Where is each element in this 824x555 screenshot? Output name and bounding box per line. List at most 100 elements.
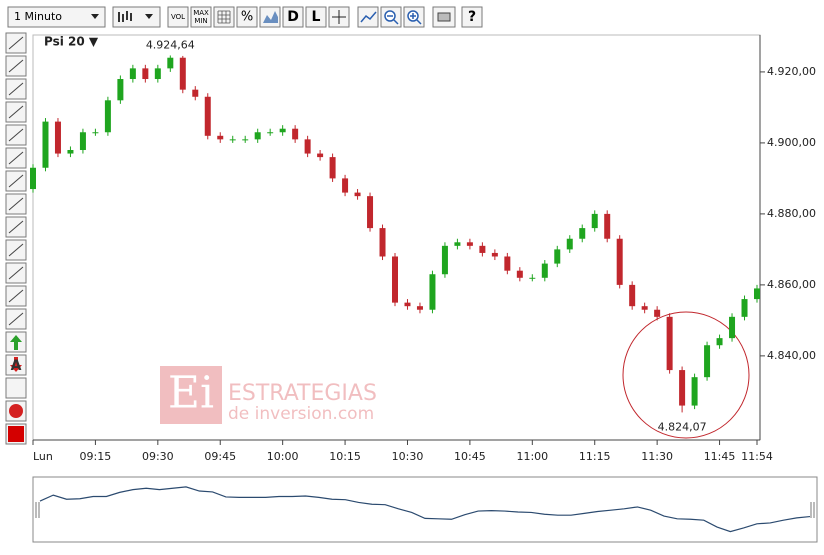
- candle-body: [566, 238, 573, 250]
- instrument-label: Psi 20 ▼: [44, 35, 99, 49]
- candle: [54, 118, 61, 158]
- candle-body: [92, 132, 99, 134]
- button-label: VOL: [171, 13, 185, 21]
- candle-body: [754, 288, 760, 300]
- candle: [367, 192, 374, 232]
- candle-body: [204, 96, 211, 136]
- vol-button[interactable]: [167, 6, 189, 28]
- watermark-site: de inversion.com: [228, 404, 374, 424]
- candle-body: [267, 132, 274, 134]
- candle-body: [192, 89, 199, 97]
- x-tick-label: 11:15: [579, 450, 611, 463]
- help-button[interactable]: [461, 6, 483, 28]
- tool-button[interactable]: [5, 377, 27, 399]
- plot-frame: [32, 34, 761, 441]
- candle-body: [404, 302, 411, 307]
- candle: [254, 128, 261, 143]
- candle-body: [741, 299, 748, 317]
- candle: [679, 366, 686, 413]
- candle-body: [354, 192, 361, 197]
- zoom-icon: [360, 11, 377, 23]
- tool-icon: [8, 266, 24, 280]
- candle-body: [104, 100, 111, 133]
- candle: [729, 313, 736, 342]
- candle-body: [629, 284, 636, 307]
- maxmin-button[interactable]: [190, 6, 212, 28]
- candle-body: [454, 242, 461, 246]
- navigator-handles: [35, 502, 815, 518]
- grid-icon: [217, 10, 231, 24]
- candle-body: [317, 153, 324, 158]
- candle: [716, 334, 723, 349]
- print-icon: [437, 12, 451, 22]
- watermark-brand: ESTRATEGIAS: [228, 381, 377, 406]
- chart-type-select[interactable]: [112, 6, 161, 28]
- candle: [179, 55, 186, 94]
- interval-label: 1 Minuto: [14, 10, 62, 23]
- tool-icon: [8, 426, 24, 442]
- candle-body: [416, 306, 423, 310]
- y-tick-label: 4.900,00: [767, 136, 816, 149]
- daily-button[interactable]: [282, 6, 304, 28]
- candle-body: [254, 132, 261, 140]
- x-tick-label: 11:30: [641, 450, 673, 463]
- tool-icon: [8, 105, 24, 119]
- candle: [229, 135, 236, 143]
- candle: [429, 270, 436, 314]
- interval-select[interactable]: [7, 6, 106, 28]
- y-tick-label: 4.880,00: [767, 207, 816, 220]
- candle: [342, 174, 349, 197]
- candle: [379, 224, 386, 261]
- button-label: D: [287, 9, 299, 25]
- extreme-label: 4.924,64: [146, 38, 195, 51]
- candle-body: [142, 68, 149, 80]
- candle: [204, 93, 211, 140]
- candle-body: [54, 121, 61, 154]
- candle: [629, 281, 636, 310]
- percent-button[interactable]: [236, 6, 258, 28]
- drawing-tools: [5, 32, 27, 445]
- candle-body: [591, 213, 598, 229]
- tool-icon: [9, 404, 23, 418]
- candle-body: [716, 338, 723, 346]
- tool-icon: [8, 243, 24, 257]
- candle-body: [304, 139, 311, 154]
- candle: [217, 132, 224, 143]
- watermark-logo-box: [160, 366, 222, 424]
- log-button[interactable]: [305, 6, 327, 28]
- candle: [529, 274, 536, 282]
- candle: [317, 150, 324, 161]
- candle-body: [329, 157, 336, 179]
- candle: [516, 267, 523, 282]
- candle-body: [42, 121, 49, 168]
- candle: [92, 128, 99, 136]
- candle-body: [117, 79, 124, 101]
- tool-icon: [8, 128, 24, 142]
- candle-body: [704, 345, 711, 378]
- grid-button[interactable]: [213, 6, 235, 28]
- x-tick-label: 10:30: [392, 450, 424, 463]
- candle-body: [466, 242, 473, 246]
- watermark: Ei ESTRATEGIAS de inversion.com: [160, 366, 377, 424]
- tool-icon: [8, 312, 24, 326]
- candle: [754, 284, 760, 303]
- x-tick-label: 11:00: [516, 450, 548, 463]
- candle-body: [729, 316, 736, 339]
- candle: [479, 242, 486, 257]
- candle-body: [30, 167, 36, 190]
- candle: [404, 299, 411, 310]
- x-tick-label: 10:00: [267, 450, 299, 463]
- candle-body: [441, 245, 448, 275]
- candle-body: [616, 238, 623, 285]
- candle-body: [279, 128, 286, 133]
- y-tick-label: 4.840,00: [767, 349, 816, 362]
- candle-body: [129, 68, 136, 80]
- candle: [504, 252, 511, 275]
- x-tick-label: 09:15: [80, 450, 112, 463]
- x-tick-label: 10:45: [454, 450, 486, 463]
- candle-body: [516, 270, 523, 278]
- candle: [292, 125, 299, 143]
- candle-body: [504, 256, 511, 271]
- candle: [666, 313, 673, 374]
